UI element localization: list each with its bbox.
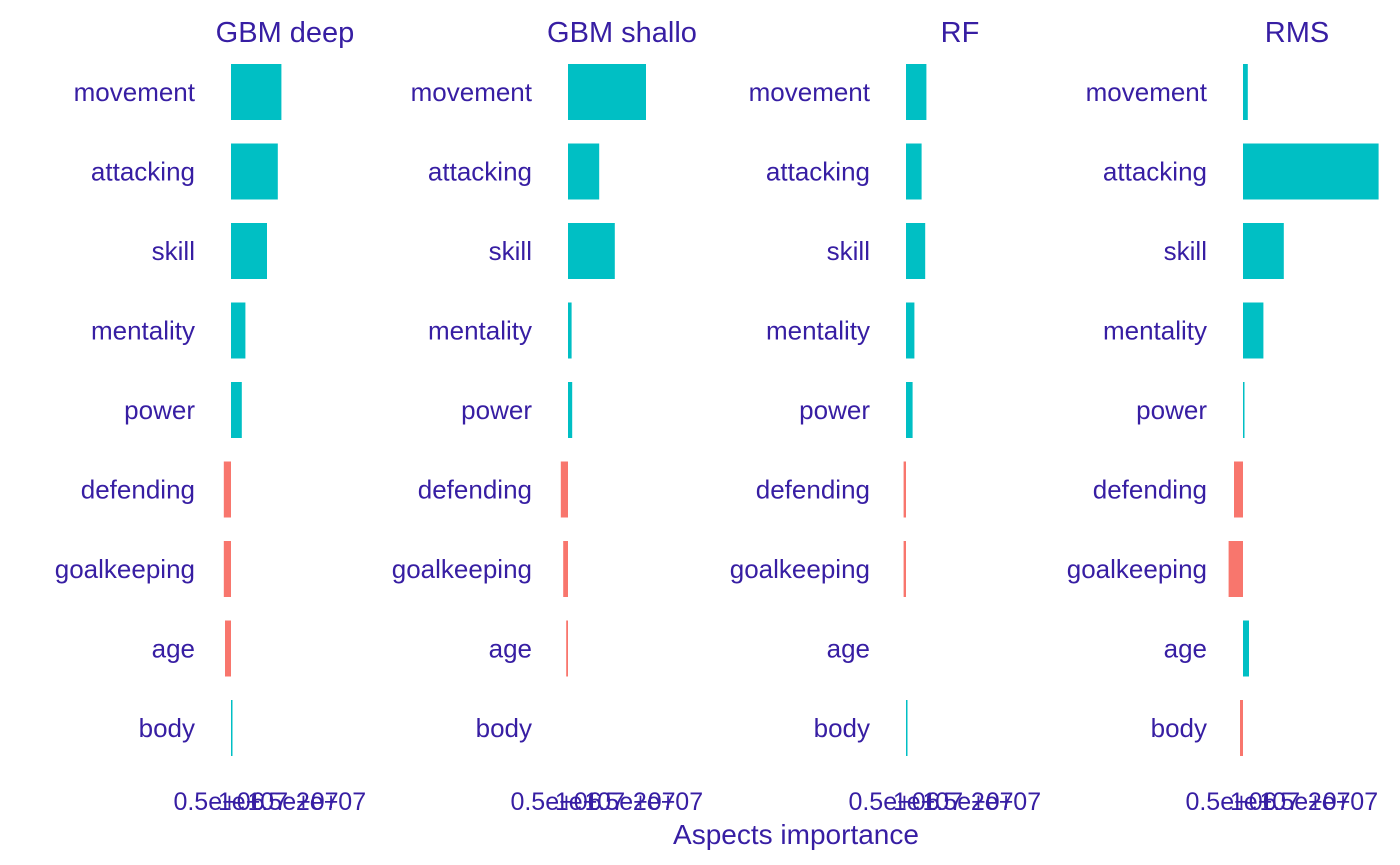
bar bbox=[1243, 223, 1284, 279]
bar bbox=[568, 143, 600, 200]
category-label: mentality bbox=[1103, 316, 1207, 346]
panel-2: GBM shallo movement attacking skill mentalit… bbox=[392, 17, 703, 816]
bar bbox=[231, 700, 233, 756]
x-tick-label: 2e+07 bbox=[296, 788, 366, 816]
bar bbox=[231, 64, 282, 120]
x-tick-label: 0.5e+06 bbox=[848, 788, 939, 816]
x-tick-label: 0.5e+06 bbox=[173, 788, 264, 816]
category-label: body bbox=[476, 713, 532, 743]
bar bbox=[1228, 541, 1243, 597]
x-tick-label: 1.5e+07 bbox=[247, 788, 338, 816]
x-tick-label: 2e+07 bbox=[1308, 788, 1378, 816]
category-label: defending bbox=[756, 475, 870, 505]
category-label: body bbox=[139, 713, 195, 743]
bar bbox=[906, 223, 926, 279]
x-tick-label: 0.5e+06 bbox=[1185, 788, 1276, 816]
x-tick-label: 1.5e+07 bbox=[1259, 788, 1350, 816]
category-label: movement bbox=[749, 77, 871, 107]
bar bbox=[906, 302, 915, 359]
category-label: skill bbox=[489, 236, 532, 266]
category-label: goalkeeping bbox=[392, 554, 532, 584]
bar bbox=[223, 541, 231, 597]
category-label: age bbox=[489, 634, 532, 664]
category-label: movement bbox=[1086, 77, 1208, 107]
bar bbox=[906, 700, 908, 756]
category-label: mentality bbox=[91, 316, 195, 346]
category-label: skill bbox=[827, 236, 870, 266]
bar bbox=[568, 64, 646, 120]
category-label: attacking bbox=[91, 157, 195, 187]
category-label: movement bbox=[74, 77, 196, 107]
bar bbox=[568, 382, 573, 438]
bar bbox=[1243, 143, 1379, 200]
bar bbox=[1243, 620, 1249, 677]
bar bbox=[568, 302, 572, 359]
x-tick-label: 1e+07 bbox=[893, 788, 963, 816]
x-axis-title: Aspects importance bbox=[673, 819, 919, 850]
bar bbox=[1243, 382, 1245, 438]
panel-title: RF bbox=[941, 17, 980, 49]
x-tick-label: 2e+07 bbox=[633, 788, 703, 816]
panel-1: GBM deep movement attacking skill mentality p… bbox=[55, 17, 366, 816]
x-tick-label: 1.5e+07 bbox=[584, 788, 675, 816]
bar bbox=[903, 541, 906, 597]
bar bbox=[1240, 700, 1243, 756]
panel-title: RMS bbox=[1265, 17, 1329, 49]
x-tick-label: 0.5e+06 bbox=[510, 788, 601, 816]
category-label: skill bbox=[152, 236, 195, 266]
category-label: goalkeeping bbox=[1067, 554, 1207, 584]
bar bbox=[906, 382, 913, 438]
bar bbox=[568, 223, 615, 279]
category-label: mentality bbox=[428, 316, 532, 346]
panel-3: RF movement attacking skill mentality power de… bbox=[730, 17, 1041, 816]
bar bbox=[1243, 64, 1248, 120]
category-label: age bbox=[152, 634, 195, 664]
panel-4: RMS movement attacking skill mentality power d… bbox=[1067, 17, 1379, 816]
category-label: defending bbox=[1093, 475, 1207, 505]
category-label: skill bbox=[1164, 236, 1207, 266]
panel-title: GBM deep bbox=[216, 17, 355, 49]
panel-title: GBM shallo bbox=[547, 17, 697, 49]
category-label: goalkeeping bbox=[55, 554, 195, 584]
category-label: power bbox=[1136, 395, 1207, 425]
category-label: mentality bbox=[766, 316, 870, 346]
category-label: age bbox=[1164, 634, 1207, 664]
bar bbox=[560, 461, 568, 518]
bar bbox=[231, 302, 246, 359]
x-tick-label: 2e+07 bbox=[971, 788, 1041, 816]
x-tick-label: 1e+07 bbox=[218, 788, 288, 816]
x-tick-label: 1e+07 bbox=[1230, 788, 1300, 816]
bar bbox=[231, 223, 267, 279]
category-label: attacking bbox=[766, 157, 870, 187]
bar bbox=[1243, 302, 1264, 359]
category-label: attacking bbox=[1103, 157, 1207, 187]
category-label: attacking bbox=[428, 157, 532, 187]
category-label: movement bbox=[411, 77, 533, 107]
bar bbox=[223, 461, 231, 518]
category-label: power bbox=[461, 395, 532, 425]
bar bbox=[903, 461, 906, 518]
category-label: defending bbox=[418, 475, 532, 505]
bar bbox=[906, 143, 922, 200]
category-label: power bbox=[799, 395, 870, 425]
bar bbox=[225, 620, 231, 677]
category-label: age bbox=[827, 634, 870, 664]
x-tick-label: 1e+07 bbox=[555, 788, 625, 816]
bar bbox=[1234, 461, 1243, 518]
category-label: goalkeeping bbox=[730, 554, 870, 584]
category-label: power bbox=[124, 395, 195, 425]
category-label: body bbox=[814, 713, 870, 743]
category-label: body bbox=[1151, 713, 1207, 743]
bar bbox=[231, 382, 242, 438]
bar bbox=[906, 64, 927, 120]
bar bbox=[231, 143, 278, 200]
category-label: defending bbox=[81, 475, 195, 505]
bar bbox=[566, 620, 568, 677]
x-tick-label: 1.5e+07 bbox=[922, 788, 1013, 816]
bar bbox=[563, 541, 568, 597]
